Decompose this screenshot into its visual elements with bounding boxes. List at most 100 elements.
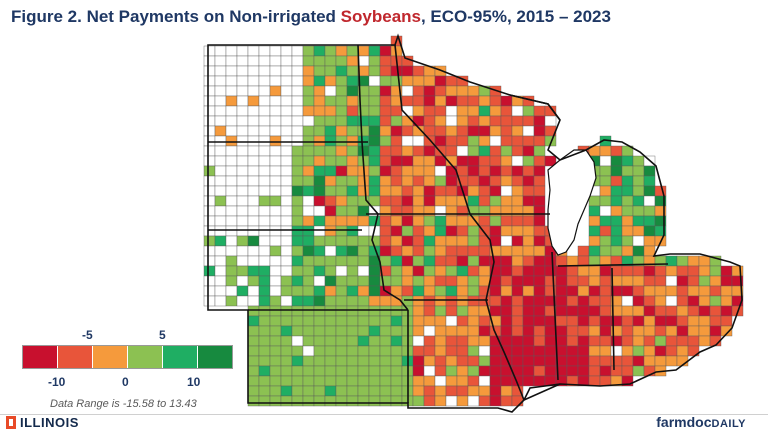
- county-cell: [247, 385, 260, 397]
- county-cell: [522, 275, 535, 287]
- county-cell: [709, 295, 722, 307]
- county-cell: [280, 85, 293, 97]
- county-cell: [423, 225, 436, 237]
- county-cell: [247, 255, 260, 267]
- county-cell: [412, 295, 425, 307]
- county-cell: [588, 275, 601, 287]
- county-cell: [654, 265, 667, 277]
- county-cell: [489, 375, 502, 387]
- county-cell: [522, 345, 535, 357]
- county-cell: [412, 85, 425, 97]
- county-cell: [511, 245, 524, 257]
- legend-swatch-2: [58, 346, 93, 368]
- county-cell: [665, 325, 678, 337]
- county-cell: [379, 145, 392, 157]
- county-cell: [390, 335, 403, 347]
- county-cell: [412, 355, 425, 367]
- county-cell: [225, 165, 238, 177]
- county-cell: [533, 115, 546, 127]
- county-cell: [214, 175, 227, 187]
- border-mi-in: [557, 263, 669, 267]
- county-cell: [577, 245, 590, 257]
- county-cell: [643, 175, 656, 187]
- county-cell: [423, 265, 436, 277]
- county-cell: [302, 265, 315, 277]
- county-cell: [346, 215, 359, 227]
- county-cell: [445, 215, 458, 227]
- county-cell: [357, 375, 370, 387]
- county-cell: [401, 145, 414, 157]
- county-cell: [522, 315, 535, 327]
- county-cell: [489, 225, 502, 237]
- county-cell: [621, 225, 634, 237]
- county-cell: [434, 375, 447, 387]
- county-cell: [269, 285, 282, 297]
- county-cell: [621, 165, 634, 177]
- county-cell: [258, 225, 271, 237]
- county-cell: [280, 355, 293, 367]
- county-cell: [456, 155, 469, 167]
- county-cell: [654, 305, 667, 317]
- county-cell: [401, 265, 414, 277]
- county-cell: [522, 285, 535, 297]
- county-cell: [379, 235, 392, 247]
- county-cell: [357, 225, 370, 237]
- county-cell: [280, 125, 293, 137]
- county-cell: [632, 355, 645, 367]
- county-cell: [599, 355, 612, 367]
- county-cell: [269, 155, 282, 167]
- county-cell: [203, 225, 216, 237]
- county-cell: [225, 295, 238, 307]
- county-cell: [357, 45, 370, 57]
- county-cell: [467, 95, 480, 107]
- county-cell: [390, 105, 403, 117]
- county-cell: [621, 345, 634, 357]
- county-cell: [423, 305, 436, 317]
- county-cell: [489, 285, 502, 297]
- county-cell: [214, 195, 227, 207]
- county-cell: [302, 235, 315, 247]
- county-cell: [357, 55, 370, 67]
- county-cell: [247, 45, 260, 57]
- county-cell: [269, 265, 282, 277]
- county-cell: [247, 165, 260, 177]
- county-cell: [368, 145, 381, 157]
- county-cell: [346, 115, 359, 127]
- county-cell: [313, 185, 326, 197]
- county-cell: [434, 75, 447, 87]
- county-cell: [390, 265, 403, 277]
- county-cell: [445, 315, 458, 327]
- county-cell: [599, 295, 612, 307]
- county-cell: [390, 185, 403, 197]
- county-cell: [599, 285, 612, 297]
- county-cell: [258, 135, 271, 147]
- county-cell: [533, 235, 546, 247]
- county-cell: [456, 285, 469, 297]
- county-cell: [335, 245, 348, 257]
- county-cell: [533, 345, 546, 357]
- county-cell: [621, 285, 634, 297]
- county-cell: [654, 345, 667, 357]
- county-cell: [522, 225, 535, 237]
- county-cell: [390, 245, 403, 257]
- county-cell: [434, 335, 447, 347]
- county-cell: [236, 205, 249, 217]
- county-cell: [445, 145, 458, 157]
- county-cell: [511, 295, 524, 307]
- county-cell: [247, 355, 260, 367]
- county-cell: [676, 335, 689, 347]
- county-cell: [478, 385, 491, 397]
- county-cell: [621, 195, 634, 207]
- county-cell: [280, 115, 293, 127]
- county-cell: [324, 115, 337, 127]
- county-cell: [379, 175, 392, 187]
- county-cell: [577, 265, 590, 277]
- county-cell: [247, 375, 260, 387]
- county-cell: [302, 365, 315, 377]
- county-cell: [533, 325, 546, 337]
- county-cell: [269, 85, 282, 97]
- county-cell: [379, 55, 392, 67]
- county-cell: [698, 315, 711, 327]
- county-cell: [478, 335, 491, 347]
- county-cell: [566, 265, 579, 277]
